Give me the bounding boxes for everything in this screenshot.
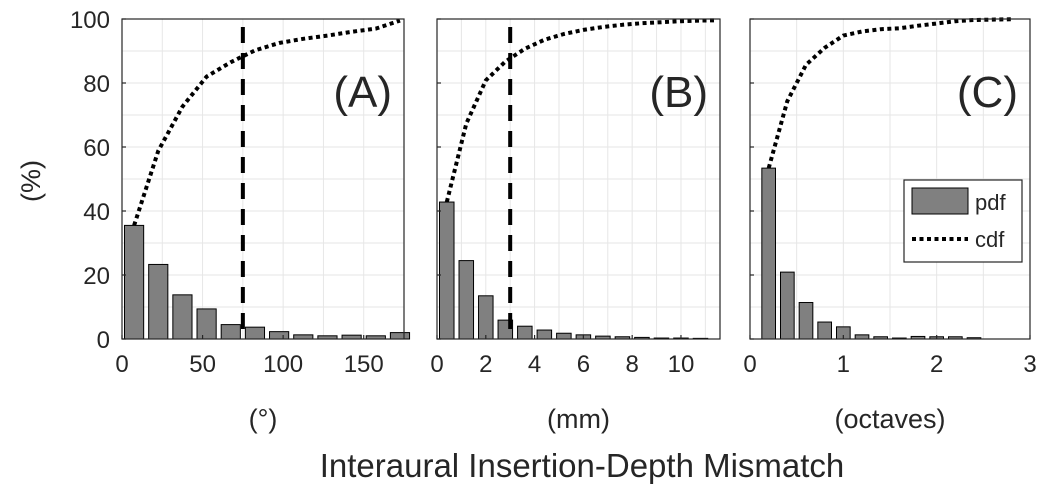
pdf-bar [780,271,795,340]
legend: pdf cdf [903,179,1023,263]
pdf-bar [148,263,169,340]
y-tick-label: 80 [83,71,110,98]
pdf-bar [439,201,455,340]
pdf-bar [196,308,217,340]
y-tick-label: 0 [97,327,110,354]
x-tick-label: 0 [115,351,128,378]
pdf-bar [761,167,776,340]
pdf-bar [478,295,494,340]
panel-2: (B) 0 2 4 6 8 10 (mm) [430,18,721,434]
y-axis-label: (%) [16,160,46,202]
panel-label: (C) [957,68,1018,117]
pdf-bar [172,294,193,340]
axes-frame [749,18,1031,340]
pdf-bar [124,224,145,340]
pdf-bar [556,332,572,340]
panel-3: (C) 0 1 2 3 (octaves) [743,17,1037,434]
pdf-bar [458,260,475,340]
legend-pdf-swatch [911,187,969,215]
x-tick-label: 8 [625,351,638,378]
pdf-bar [798,302,814,340]
pdf-bar [536,329,553,340]
pdf-bar [220,324,241,340]
y-tick-label: 40 [83,199,110,226]
cdf-curve [444,18,716,203]
x-tick-label: 50 [189,351,216,378]
x-tick-label: 0 [743,351,756,378]
pdf-bar [517,325,533,340]
x-tick-label: 2 [930,351,943,378]
x-tick-label: 1 [837,351,850,378]
axes-frame [436,18,721,340]
panel-1: (A) 0 50 100 150 0 20 40 60 80 100 (°) [70,7,411,434]
x-unit-label: (mm) [547,404,610,434]
pdf-bar [269,331,290,340]
x-tick-label: 0 [430,351,443,378]
y-tick-label: 100 [70,7,110,34]
x-tick-label: 4 [528,351,541,378]
pdf-bar [244,326,266,340]
panel-label: (A) [333,68,392,117]
x-tick-label: 150 [344,351,384,378]
pdf-bar [817,321,832,340]
pdf-bar [389,332,411,340]
pdf-bar [293,334,314,340]
x-unit-label: (octaves) [834,404,945,434]
x-tick-label: 6 [577,351,590,378]
x-tick-label: 2 [479,351,492,378]
axes-frame [121,18,405,340]
y-tick-label: 20 [83,263,110,290]
y-tick-label: 60 [83,135,110,162]
x-tick-label: 10 [668,351,695,378]
legend-cdf-label: cdf [975,227,1005,252]
x-unit-label: (°) [249,404,278,434]
legend-pdf-label: pdf [975,190,1006,215]
cdf-curve [132,18,401,227]
x-tick-label: 100 [263,351,303,378]
panel-label: (B) [649,68,708,117]
pdf-bar [854,334,870,340]
figure-x-axis-label: Interaural Insertion-Depth Mismatch [320,447,845,484]
cdf-curve [766,17,1012,169]
x-tick-label: 3 [1023,351,1036,378]
